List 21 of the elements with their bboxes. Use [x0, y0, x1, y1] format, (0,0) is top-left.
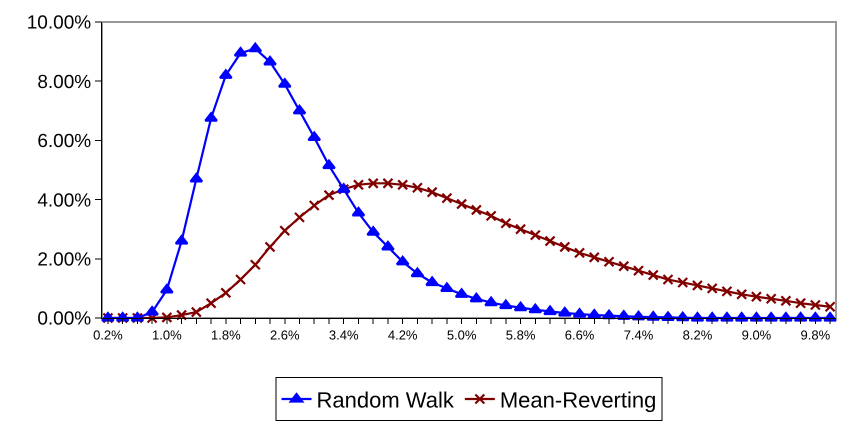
x-tick-label: 3.4% — [328, 328, 359, 343]
x-tick-label: 1.0% — [152, 328, 182, 343]
x-tick-label: 9.0% — [742, 328, 772, 343]
y-tick-label: 4.00% — [37, 190, 92, 212]
x-tick-label: 1.8% — [210, 328, 242, 343]
legend-label: Random Walk — [316, 388, 455, 413]
x-tick-label: 6.6% — [564, 328, 595, 343]
x-tick-label: 7.4% — [624, 328, 654, 343]
x-tick-label: 8.2% — [682, 328, 713, 343]
x-tick-label: 0.2% — [93, 328, 124, 343]
y-tick-label: 8.00% — [37, 72, 92, 93]
x-tick-label: 5.0% — [446, 328, 477, 343]
legend-label: Mean-Reverting — [500, 388, 656, 413]
x-tick-label: 4.2% — [388, 328, 418, 343]
y-tick-label: 10.00% — [26, 12, 92, 34]
y-tick-label: 2.00% — [37, 249, 92, 270]
x-tick-label: 5.8% — [506, 328, 536, 343]
y-tick-label: 6.00% — [37, 131, 92, 152]
y-tick-label: 0.00% — [37, 308, 92, 330]
x-tick-label: 2.6% — [270, 328, 300, 343]
x-tick-label: 9.8% — [800, 328, 831, 343]
